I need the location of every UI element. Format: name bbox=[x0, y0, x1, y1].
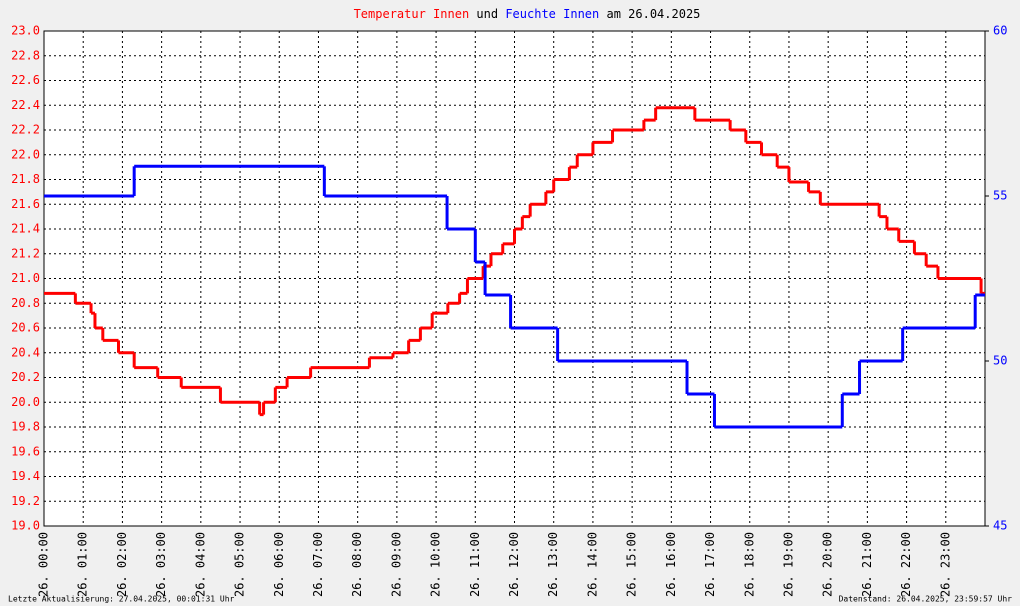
x-tick-label: 26. 20:00 bbox=[821, 532, 835, 597]
x-tick-label: 26. 21:00 bbox=[860, 532, 874, 597]
x-tick-label: 26. 22:00 bbox=[899, 532, 913, 597]
x-tick-label: 26. 18:00 bbox=[742, 532, 756, 597]
y-tick-label: 21.0 bbox=[11, 271, 40, 285]
title-part: Temperatur Innen bbox=[354, 7, 470, 21]
x-tick-label: 26. 09:00 bbox=[389, 532, 403, 597]
footer-right: Datenstand: 26.04.2025, 23:59:57 Uhr bbox=[839, 595, 1013, 604]
x-tick-label: 26. 06:00 bbox=[272, 532, 286, 597]
x-tick-label: 26. 12:00 bbox=[507, 532, 521, 597]
y2-tick-label: 60 bbox=[993, 24, 1007, 38]
title-part: am 26.04.2025 bbox=[606, 7, 700, 21]
x-tick-label: 26. 08:00 bbox=[350, 532, 364, 597]
x-tick-label: 26. 04:00 bbox=[193, 532, 207, 597]
y-tick-label: 20.8 bbox=[11, 296, 40, 310]
y-tick-label: 22.8 bbox=[11, 48, 40, 62]
x-tick-label: 26. 16:00 bbox=[664, 532, 678, 597]
y-tick-label: 21.4 bbox=[11, 222, 40, 236]
y-tick-label: 20.4 bbox=[11, 345, 40, 359]
y-tick-label: 20.0 bbox=[11, 395, 40, 409]
x-tick-label: 26. 14:00 bbox=[585, 532, 599, 597]
y-tick-label: 21.8 bbox=[11, 172, 40, 186]
x-tick-label: 26. 17:00 bbox=[703, 532, 717, 597]
y-tick-label: 19.4 bbox=[11, 469, 40, 483]
plot-frame bbox=[43, 30, 986, 527]
y-tick-label: 19.6 bbox=[11, 444, 40, 458]
chart-title: Temperatur Innen und Feuchte Innen am 26… bbox=[354, 7, 701, 21]
y2-tick-label: 50 bbox=[993, 354, 1007, 368]
y-tick-label: 21.6 bbox=[11, 197, 40, 211]
y-tick-label: 22.2 bbox=[11, 123, 40, 137]
y2-tick-label: 45 bbox=[993, 519, 1007, 533]
x-tick-label: 26. 13:00 bbox=[546, 532, 560, 597]
x-tick-label: 26. 19:00 bbox=[781, 532, 795, 597]
x-tick-label: 26. 05:00 bbox=[233, 532, 247, 597]
y-tick-label: 19.0 bbox=[11, 519, 40, 533]
x-tick-label: 26. 01:00 bbox=[76, 532, 90, 597]
x-tick-label: 26. 10:00 bbox=[429, 532, 443, 597]
y2-tick-label: 55 bbox=[993, 189, 1007, 203]
x-tick-label: 26. 07:00 bbox=[311, 532, 325, 597]
footer-left: Letzte Aktualisierung: 27.04.2025, 00:01… bbox=[8, 595, 235, 604]
y-tick-label: 22.4 bbox=[11, 98, 40, 112]
title-part: Feuchte Innen bbox=[505, 7, 599, 21]
x-tick-label: 26. 23:00 bbox=[938, 532, 952, 597]
y-tick-label: 21.2 bbox=[11, 246, 40, 260]
x-tick-label: 26. 03:00 bbox=[154, 532, 168, 597]
y-tick-label: 20.2 bbox=[11, 370, 40, 384]
title-part: und bbox=[476, 7, 498, 21]
y-tick-label: 19.2 bbox=[11, 494, 40, 508]
y-tick-label: 20.6 bbox=[11, 321, 40, 335]
y-tick-label: 23.0 bbox=[11, 24, 40, 38]
x-tick-label: 26. 11:00 bbox=[468, 532, 482, 597]
y-tick-label: 22.6 bbox=[11, 73, 40, 87]
y-tick-label: 19.8 bbox=[11, 420, 40, 434]
x-tick-label: 26. 00:00 bbox=[37, 532, 51, 597]
x-tick-label: 26. 02:00 bbox=[115, 532, 129, 597]
y-tick-label: 22.0 bbox=[11, 147, 40, 161]
x-tick-label: 26. 15:00 bbox=[625, 532, 639, 597]
